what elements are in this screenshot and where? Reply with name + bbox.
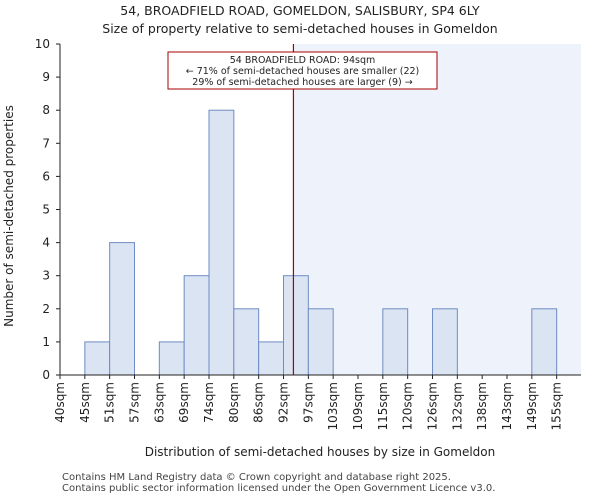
y-tick-label-4: 4 (42, 236, 50, 250)
annotation-line-2: ← 71% of semi-detached houses are smalle… (186, 66, 420, 77)
y-tick-label-1: 1 (42, 335, 50, 349)
x-tick-label-80sqm: 80sqm (227, 382, 241, 423)
y-tick-label-9: 9 (42, 70, 50, 84)
x-tick-label-103sqm: 103sqm (326, 382, 340, 430)
x-tick-label-63sqm: 63sqm (152, 382, 166, 423)
bar-69sqm (183, 275, 210, 376)
x-tick-label-45sqm: 45sqm (78, 382, 92, 423)
y-tick-label-6: 6 (42, 169, 50, 183)
bar-86sqm (258, 341, 284, 376)
x-tick-label-109sqm: 109sqm (351, 382, 365, 430)
x-tick-label-97sqm: 97sqm (301, 382, 315, 423)
y-tick-label-3: 3 (42, 269, 50, 283)
x-tick-label-51sqm: 51sqm (103, 382, 117, 423)
annotation-line-3: 29% of semi-detached houses are larger (… (192, 77, 412, 88)
y-axis-label: Number of semi-detached properties (2, 105, 16, 327)
x-tick-label-74sqm: 74sqm (202, 382, 216, 423)
footer-line-1: Contains HM Land Registry data © Crown c… (62, 472, 451, 483)
x-tick-label-92sqm: 92sqm (276, 382, 290, 423)
y-tick-label-2: 2 (42, 302, 50, 316)
annotation-box (167, 51, 438, 90)
plot-area: 0 1 2 3 4 5 6 7 8 9 10 40sqm 45sqm 51sqm 57sqm 63sqm 69s… (35, 37, 581, 430)
annotation-line-1: 54 BROADFIELD ROAD: 94sqm (230, 55, 376, 66)
x-tick-label-143sqm: 143sqm (500, 382, 514, 430)
bar-149sqm (531, 308, 558, 376)
x-tick-label-149sqm: 149sqm (525, 382, 539, 430)
x-tick-label-40sqm: 40sqm (53, 382, 67, 423)
x-tick-label-138sqm: 138sqm (475, 382, 489, 430)
x-tick-label-120sqm: 120sqm (401, 382, 415, 430)
bar-51sqm (109, 242, 135, 376)
x-tick-label-115sqm: 115sqm (376, 382, 390, 430)
chart-title: 54, BROADFIELD ROAD, GOMELDON, SALISBURY… (120, 3, 480, 18)
bar-115sqm (382, 308, 409, 376)
x-tick-label-126sqm: 126sqm (425, 382, 439, 430)
bar-74sqm (208, 109, 235, 376)
x-tick-label-132sqm: 132sqm (450, 382, 464, 430)
bar-80sqm (233, 308, 260, 376)
y-tick-label-7: 7 (42, 136, 50, 150)
x-tick-label-57sqm: 57sqm (127, 382, 141, 423)
bar-63sqm (158, 341, 185, 376)
bar-97sqm (307, 308, 334, 376)
y-tick-label-8: 8 (42, 103, 50, 117)
chart-subtitle: Size of property relative to semi-detach… (102, 21, 497, 36)
footer-line-2: Contains public sector information licen… (62, 483, 495, 494)
x-tick-label-86sqm: 86sqm (252, 382, 266, 423)
x-tick-label-69sqm: 69sqm (177, 382, 191, 423)
y-tick-label-0: 0 (42, 368, 50, 382)
x-tick-label-155sqm: 155sqm (550, 382, 564, 430)
y-tick-label-5: 5 (42, 203, 50, 217)
x-axis-label: Distribution of semi-detached houses by … (145, 445, 496, 459)
bar-126sqm (431, 308, 458, 376)
y-tick-label-10: 10 (35, 37, 50, 51)
bar-45sqm (84, 341, 111, 376)
bar-92sqm (282, 275, 309, 376)
